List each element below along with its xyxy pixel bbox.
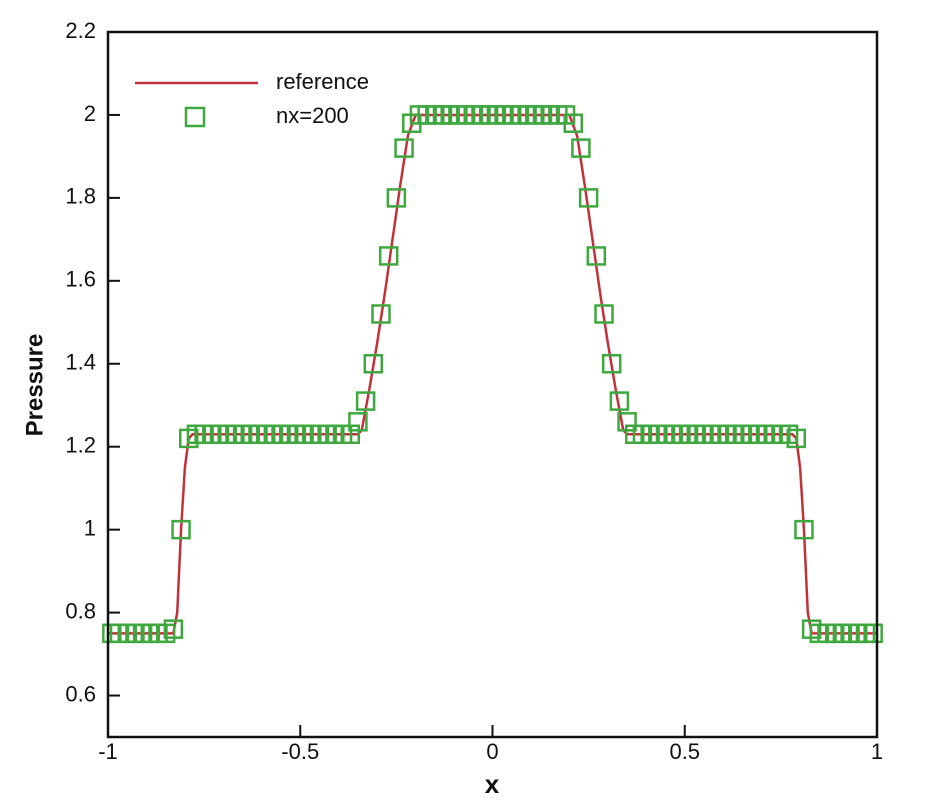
legend-marker <box>184 106 206 128</box>
y-tick-label: 1.2 <box>65 433 96 458</box>
square-marker <box>378 246 399 266</box>
square-marker <box>794 519 814 540</box>
square-marker <box>609 391 630 411</box>
x-axis-label: x <box>485 769 500 799</box>
square-marker <box>371 304 391 324</box>
square-marker <box>578 188 599 208</box>
y-tick-label: 2 <box>84 101 96 126</box>
square-marker <box>163 619 184 639</box>
square-marker <box>563 113 583 133</box>
square-marker <box>348 412 368 432</box>
square-marker <box>594 304 614 324</box>
y-axis-label: Pressure <box>21 334 48 437</box>
square-marker <box>171 519 191 540</box>
reference-line <box>108 113 877 635</box>
y-tick-label: 1.8 <box>65 184 96 209</box>
x-tick-label: 0.5 <box>669 739 700 764</box>
x-tick-label: -1 <box>98 739 118 764</box>
y-tick-label: 2.2 <box>65 18 96 43</box>
square-marker <box>355 391 376 411</box>
legend-label: nx=200 <box>276 103 349 128</box>
square-marker <box>786 428 807 449</box>
y-tick-label: 0.8 <box>65 598 96 623</box>
square-marker <box>863 623 883 644</box>
plot-frame <box>106 30 879 739</box>
square-marker <box>586 246 607 266</box>
square-marker <box>363 354 384 374</box>
square-marker <box>601 354 622 374</box>
square-marker <box>386 188 407 208</box>
x-tick-label: 1 <box>871 739 883 764</box>
y-tick-label: 0.6 <box>65 681 96 706</box>
y-tick-label: 1 <box>84 515 96 540</box>
x-tick-label: 0 <box>486 739 498 764</box>
y-tick-label: 1.4 <box>65 350 96 375</box>
square-marker <box>571 138 591 158</box>
x-tick-label: -0.5 <box>281 739 319 764</box>
square-marker <box>394 138 414 158</box>
legend-label: reference <box>276 69 369 94</box>
y-tick-label: 1.6 <box>65 267 96 292</box>
